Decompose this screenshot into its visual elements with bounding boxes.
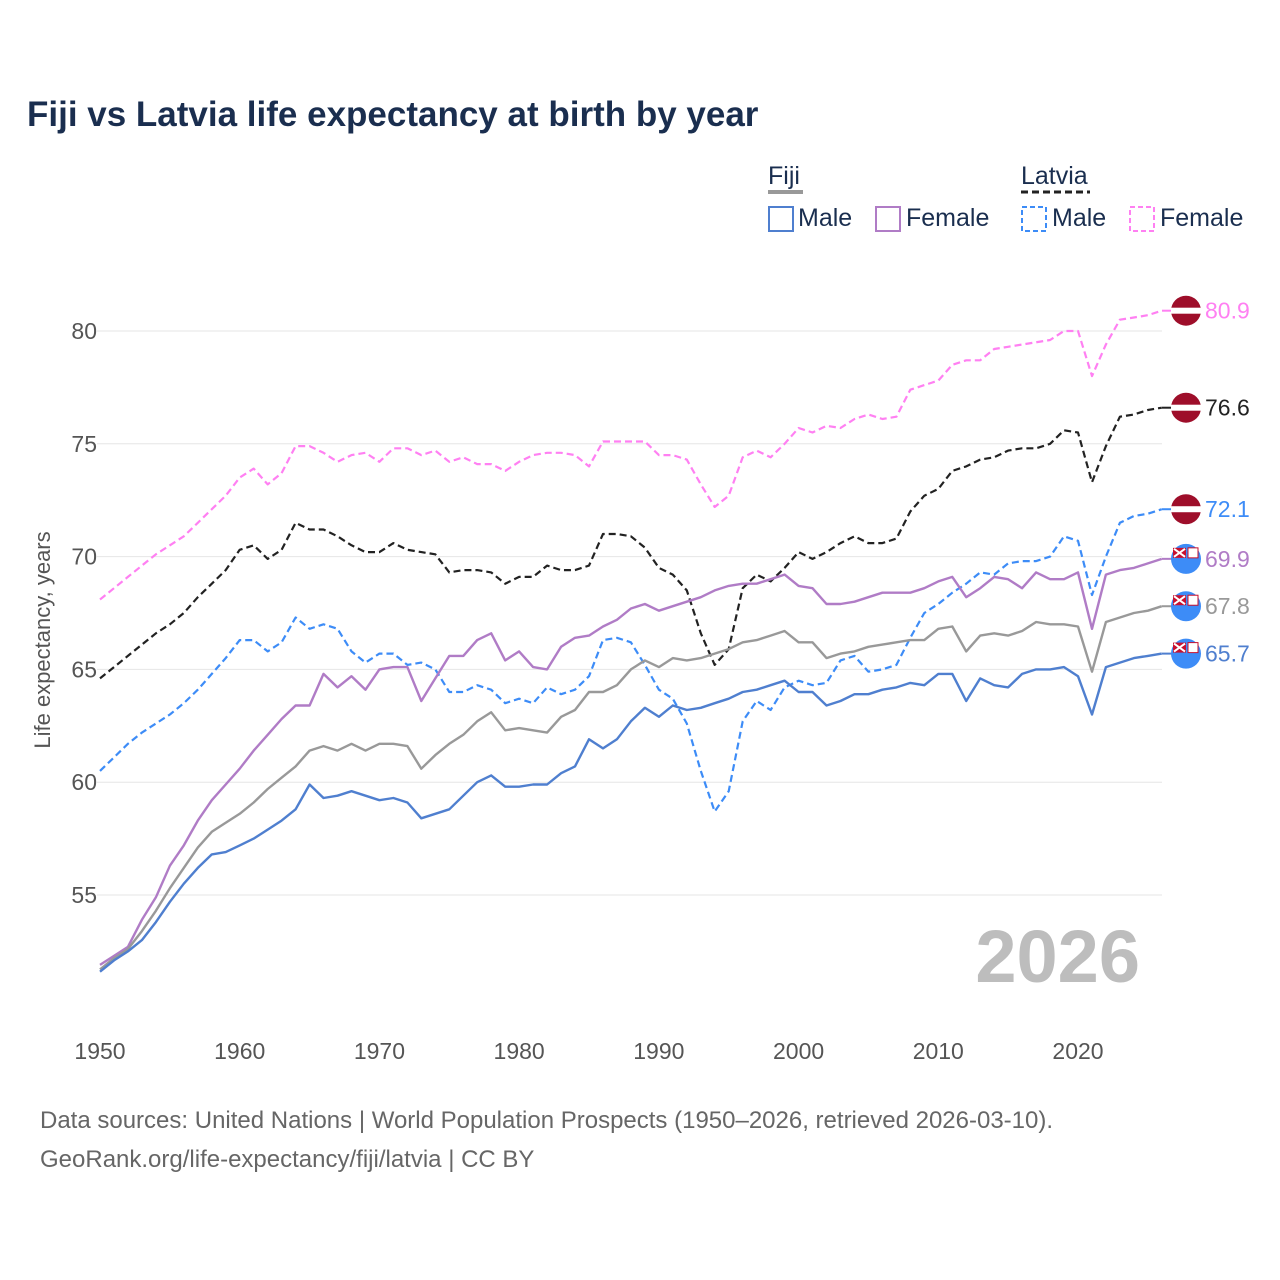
source-line-1: Data sources: United Nations | World Pop… bbox=[40, 1107, 1054, 1134]
latvia-flag-icon bbox=[1171, 392, 1201, 423]
latvia-flag-icon bbox=[1171, 494, 1201, 525]
legend-group-fiji: Fiji bbox=[768, 162, 800, 190]
fiji-flag-icon bbox=[1171, 638, 1201, 669]
series-line-latvia bbox=[99, 406, 1162, 680]
flag-shield bbox=[1187, 594, 1199, 606]
flag-stripe bbox=[1171, 506, 1201, 513]
x-tick-label: 1970 bbox=[354, 1038, 405, 1064]
end-value-label: 69.9 bbox=[1205, 546, 1250, 572]
series-line-fiji-female bbox=[99, 557, 1163, 966]
legend-swatch-latvia-female bbox=[1129, 206, 1155, 232]
series-line-fiji-male bbox=[99, 652, 1162, 973]
end-value-label: 65.7 bbox=[1205, 641, 1250, 667]
x-tick-label: 1980 bbox=[494, 1038, 545, 1064]
legend-swatch-fiji-female bbox=[875, 206, 901, 232]
x-tick-label: 1950 bbox=[74, 1038, 125, 1064]
flag-cross bbox=[1173, 595, 1186, 606]
year-watermark: 2026 bbox=[975, 915, 1140, 998]
fiji-flag-icon bbox=[1171, 591, 1201, 622]
flag-shield bbox=[1187, 642, 1199, 654]
series-line-latvia-male bbox=[99, 508, 1163, 813]
latvia-flag-icon bbox=[1171, 295, 1201, 326]
y-axis-label: Life expectancy, years bbox=[30, 531, 55, 748]
legend-latvia-male: Male bbox=[1052, 204, 1107, 232]
y-tick-label: 60 bbox=[71, 769, 97, 795]
legend-swatch-fiji-male bbox=[768, 206, 794, 232]
flag-cross bbox=[1173, 642, 1186, 653]
source-line-2: GeoRank.org/life-expectancy/fiji/latvia … bbox=[40, 1146, 535, 1173]
legend-latvia-female: Female bbox=[1160, 204, 1244, 232]
x-tick-label: 1990 bbox=[633, 1038, 684, 1064]
end-value-label: 80.9 bbox=[1205, 298, 1250, 324]
series-line-latvia-female bbox=[99, 309, 1163, 601]
legend-group-latvia: Latvia bbox=[1021, 162, 1088, 190]
flag-shield bbox=[1187, 547, 1199, 559]
y-tick-label: 55 bbox=[71, 882, 97, 908]
x-tick-label: 2020 bbox=[1052, 1038, 1103, 1064]
x-tick-label: 2010 bbox=[913, 1038, 964, 1064]
fiji-flag-icon bbox=[1171, 543, 1201, 574]
y-tick-label: 65 bbox=[71, 656, 97, 682]
y-tick-label: 75 bbox=[71, 431, 97, 457]
x-tick-label: 2000 bbox=[773, 1038, 824, 1064]
end-value-label: 67.8 bbox=[1205, 593, 1250, 619]
x-tick-label: 1960 bbox=[214, 1038, 265, 1064]
legend-fiji-male: Male bbox=[798, 204, 853, 232]
end-value-label: 72.1 bbox=[1205, 496, 1250, 522]
series-line-fiji bbox=[99, 605, 1163, 971]
legend-swatch-latvia-male bbox=[1021, 206, 1047, 232]
y-tick-label: 70 bbox=[71, 544, 97, 570]
flag-cross bbox=[1173, 548, 1186, 558]
flag-stripe bbox=[1171, 404, 1201, 411]
end-value-label: 76.6 bbox=[1205, 395, 1250, 421]
flag-stripe bbox=[1171, 307, 1201, 314]
chart-title: Fiji vs Latvia life expectancy at birth … bbox=[27, 95, 759, 134]
legend-fiji-female: Female bbox=[906, 204, 990, 232]
y-tick-label: 80 bbox=[71, 318, 97, 344]
